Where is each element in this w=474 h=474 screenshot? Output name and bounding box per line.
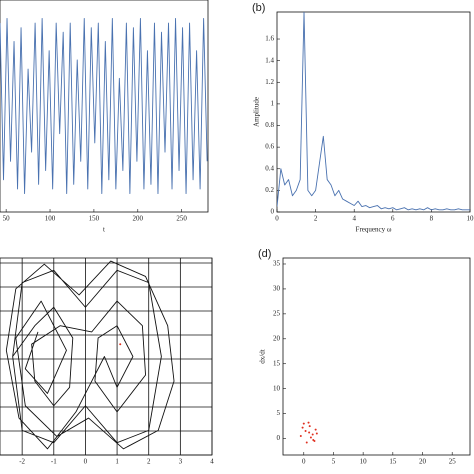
y-tick-label: 1	[271, 100, 275, 108]
x-axis-label: t	[103, 226, 105, 234]
panel: -2 -1 0 1 2 3 4	[0, 257, 214, 466]
x-tick-label: 0	[302, 458, 306, 466]
x-tick-label: 6	[391, 215, 395, 223]
y-tick-label: 5	[277, 409, 281, 417]
x-tick-label: 200	[133, 215, 144, 223]
panel: 0 5 10 15 20 25 0 5 10 15 20 25 30 35 dx/dt (d)	[258, 248, 471, 466]
x-tick-label: 8	[430, 215, 434, 223]
axes-frame	[276, 11, 471, 213]
y-tick-label: 1.6	[265, 35, 274, 43]
point	[312, 439, 315, 442]
axes-frame	[282, 257, 471, 456]
point	[119, 343, 122, 346]
x-tick-label: 4	[352, 215, 356, 223]
plot-area	[277, 12, 470, 211]
x-tick-label: 2	[314, 215, 318, 223]
panel-label: (d)	[258, 248, 271, 260]
x-tick-label: 150	[89, 215, 100, 223]
x-tick-label: 5	[332, 458, 336, 466]
point	[315, 432, 318, 435]
plot-area	[5, 260, 175, 450]
point	[308, 425, 311, 428]
point	[308, 431, 311, 434]
point	[299, 435, 302, 438]
x-tick-label: 0	[84, 458, 88, 466]
y-tick-label: 35	[273, 260, 281, 268]
y-axis-label: dx/dt	[259, 349, 267, 363]
y-tick-label: 0.6	[265, 143, 274, 151]
y-tick-label: 20	[273, 334, 281, 342]
panel: 50 100 150 200 250 t	[0, 0, 209, 234]
panel-label: (b)	[252, 2, 265, 14]
point	[304, 430, 307, 433]
x-tick-label: 50	[3, 215, 11, 223]
y-tick-label: 1.2	[265, 78, 274, 86]
x-tick-label: 20	[419, 458, 427, 466]
point	[311, 433, 314, 436]
y-tick-label: 0	[271, 208, 275, 216]
y-tick-label: 1.4	[265, 56, 274, 64]
y-tick-label: 25	[273, 309, 281, 317]
x-tick-label: 1	[115, 458, 119, 466]
x-tick-label: -1	[51, 458, 57, 466]
x-tick-label: 3	[179, 458, 183, 466]
y-tick-label: 30	[273, 285, 281, 293]
point	[314, 428, 317, 431]
y-tick-label: 0.8	[265, 121, 274, 129]
x-tick-label: 2	[147, 458, 151, 466]
panel: 0 2 4 6 8 10 0 0.2 0.4 0.6 0.8 1 1.2 1.4 1.6 Frequency …	[252, 2, 474, 234]
line	[277, 12, 470, 211]
x-tick-label: 25	[449, 458, 457, 466]
x-tick-label: 0	[275, 215, 279, 223]
x-tick-label: 10	[360, 458, 368, 466]
y-tick-label: 0.4	[265, 164, 274, 172]
line	[0, 17, 208, 195]
plot-area	[0, 17, 208, 195]
y-tick-label: 15	[273, 359, 281, 367]
x-tick-label: 15	[389, 458, 397, 466]
x-tick-label: -2	[19, 458, 25, 466]
axes-frame	[0, 0, 209, 213]
point	[301, 426, 304, 429]
point	[302, 422, 305, 425]
x-axis-label: Frequency ω	[356, 226, 392, 234]
point	[309, 436, 312, 439]
y-tick-label: 0	[277, 434, 281, 442]
point	[305, 441, 308, 444]
y-tick-label: 0.2	[265, 186, 274, 194]
x-tick-label: 10	[467, 215, 474, 223]
x-tick-label: 4	[210, 458, 214, 466]
y-axis-label: Amplitude	[253, 97, 261, 127]
x-tick-label: 250	[176, 215, 187, 223]
plot-area	[299, 421, 318, 444]
y-tick-label: 10	[273, 384, 281, 392]
x-tick-label: 100	[45, 215, 56, 223]
axes-frame	[0, 257, 213, 456]
line	[5, 260, 175, 450]
point	[307, 421, 310, 424]
